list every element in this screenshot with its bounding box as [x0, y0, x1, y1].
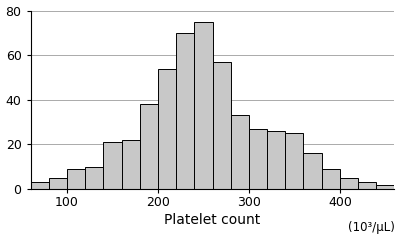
Bar — [231, 115, 249, 189]
Bar — [376, 185, 394, 189]
X-axis label: Platelet count: Platelet count — [164, 213, 261, 227]
Bar — [285, 133, 304, 189]
Bar — [103, 142, 122, 189]
Bar — [322, 169, 340, 189]
Bar — [267, 131, 285, 189]
Bar — [212, 62, 231, 189]
Text: (10³/μL): (10³/μL) — [348, 221, 394, 234]
Bar — [158, 68, 176, 189]
Bar — [358, 182, 376, 189]
Bar — [140, 104, 158, 189]
Bar — [49, 178, 67, 189]
Bar — [249, 129, 267, 189]
Bar — [304, 153, 322, 189]
Bar — [122, 140, 140, 189]
Bar — [30, 182, 49, 189]
Bar — [85, 167, 103, 189]
Bar — [194, 22, 212, 189]
Bar — [340, 178, 358, 189]
Bar — [176, 33, 194, 189]
Bar — [67, 169, 85, 189]
